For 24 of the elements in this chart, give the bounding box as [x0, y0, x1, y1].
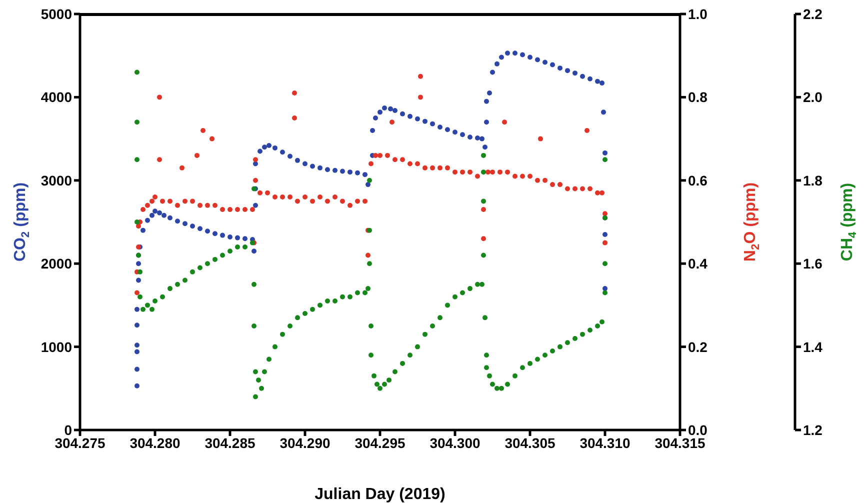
- x-tick-label: 304.280: [130, 434, 181, 451]
- y3-tick-label: 2.2: [803, 6, 823, 22]
- y2-tick-label: 0.8: [688, 89, 708, 106]
- y2-tick-label: 0.6: [688, 172, 708, 188]
- y2-tick-label: 1.0: [688, 6, 708, 22]
- y3-tick-label: 1.8: [803, 172, 823, 188]
- y3-tick-label: 1.6: [803, 256, 823, 272]
- x-tick-label: 304.300: [430, 434, 481, 451]
- y3-tick-label: 1.4: [803, 338, 823, 355]
- y-tick-label: 4000: [40, 89, 72, 106]
- y3-tick-label: 2.0: [803, 89, 823, 106]
- y2-tick-label: 0.4: [688, 256, 708, 272]
- x-tick-label: 304.305: [504, 434, 556, 451]
- x-axis-title: Julian Day (2019): [314, 486, 446, 503]
- x-tick-label: 304.290: [280, 434, 331, 451]
- y-tick-label: 3000: [40, 172, 72, 188]
- x-tick-label: 304.295: [354, 434, 406, 451]
- y-tick-label: 2000: [40, 256, 72, 272]
- y2-tick-label: 0.2: [688, 338, 708, 355]
- y-tick-label: 1000: [40, 338, 72, 355]
- x-tick-label: 304.285: [204, 434, 256, 451]
- y-tick-label: 5000: [40, 6, 72, 22]
- x-tick-label: 304.310: [580, 434, 631, 451]
- y3-tick-label: 1.2: [803, 422, 823, 438]
